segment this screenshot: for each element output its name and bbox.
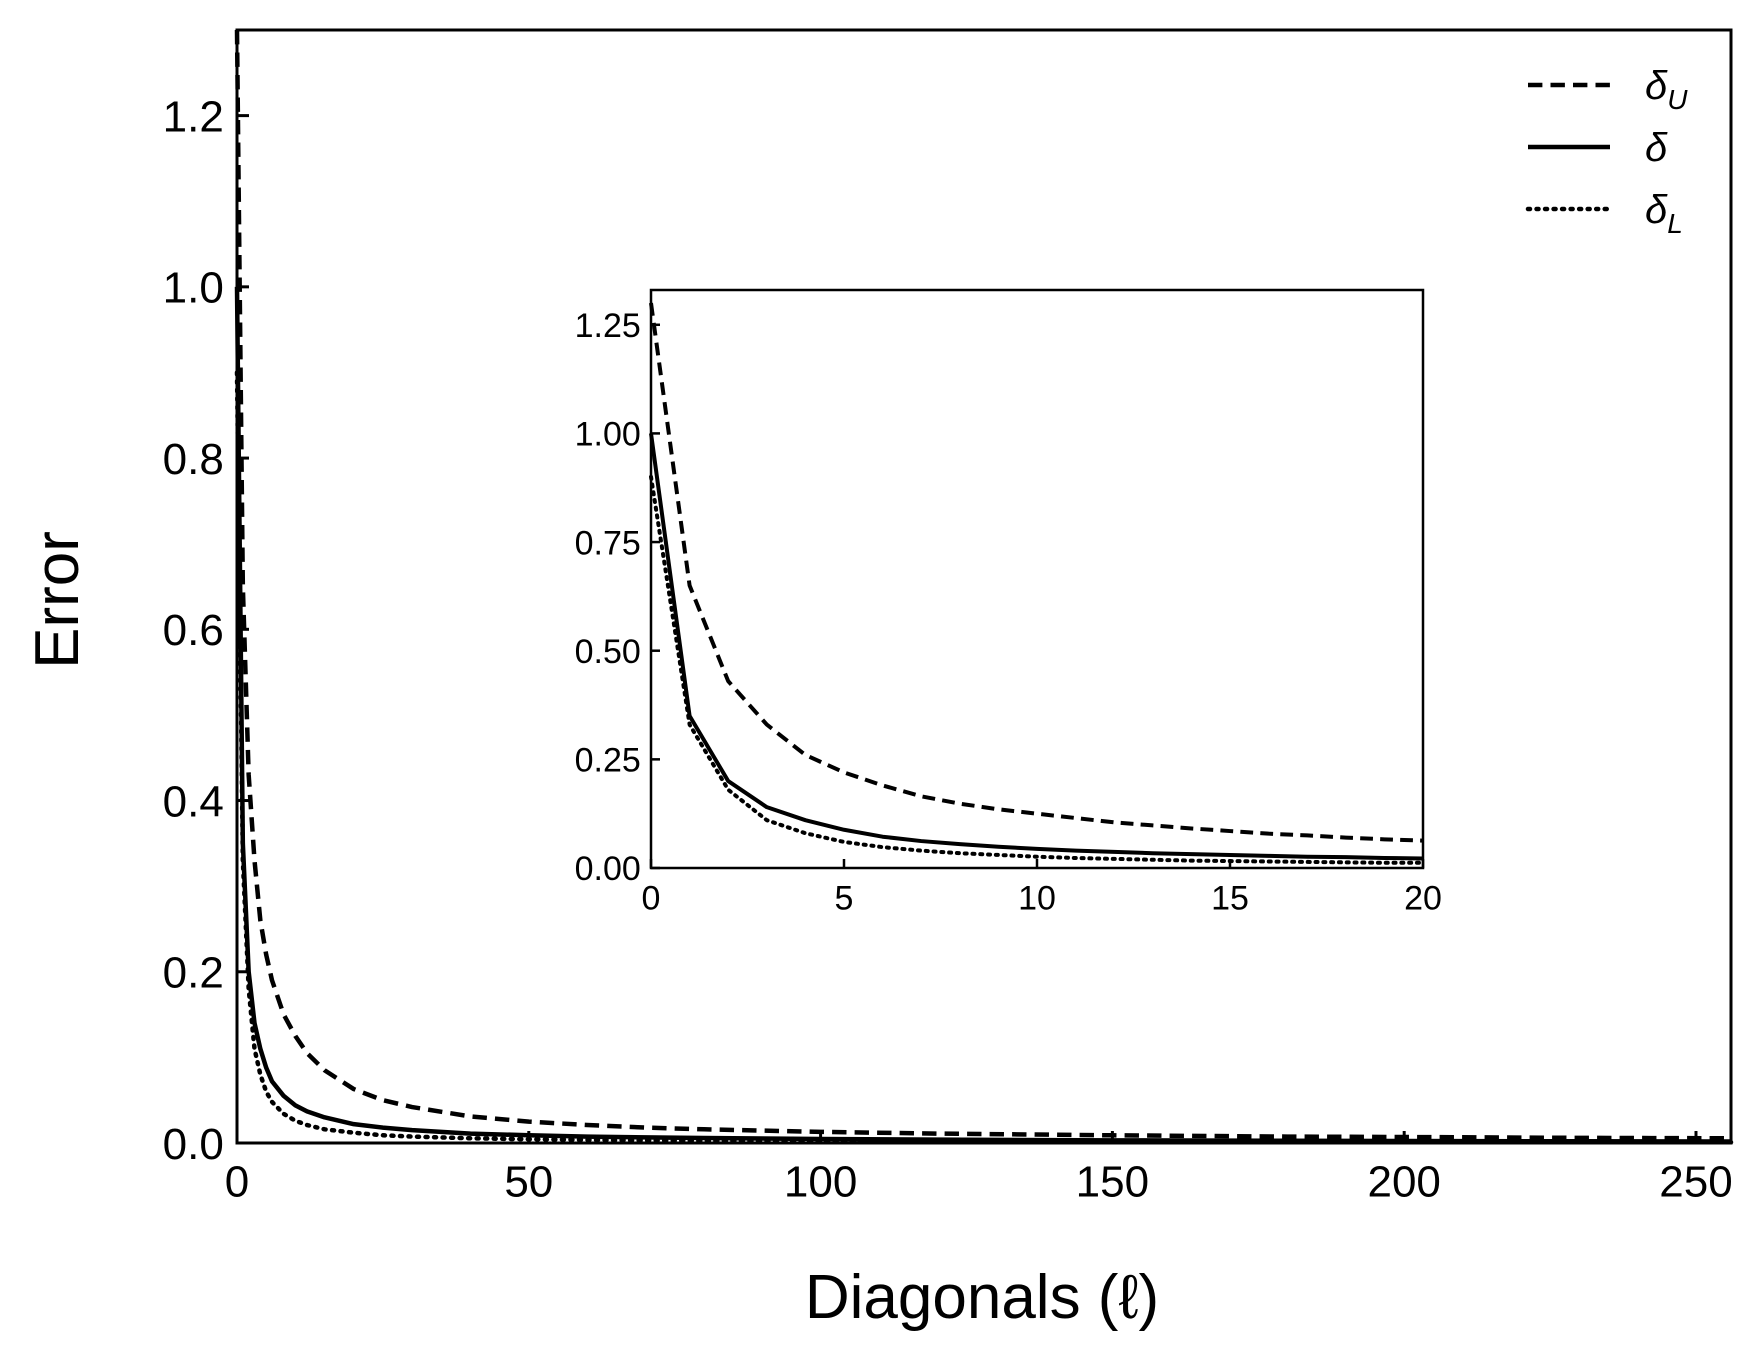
- x-tick-label: 20: [1404, 879, 1442, 917]
- legend-label-1: δ: [1645, 126, 1668, 170]
- y-tick-label: 1.25: [575, 307, 641, 345]
- series-line-1: [649, 433, 1424, 861]
- y-tick-label: 1.0: [163, 264, 224, 313]
- y-tick-label: 1.2: [163, 92, 224, 141]
- x-axis-label: Diagonals (ℓ): [805, 1263, 1159, 1332]
- legend: δU δ δL: [1525, 64, 1688, 239]
- series-line-0: [649, 302, 1424, 843]
- x-tick-label: 0: [225, 1158, 249, 1207]
- y-tick-label: 0.0: [163, 1120, 224, 1169]
- x-tick-label: 15: [1211, 879, 1249, 917]
- x-tick-label: 50: [504, 1158, 553, 1207]
- legend-label-2: δL: [1645, 188, 1683, 239]
- y-tick-label: 1.00: [575, 416, 641, 454]
- inset-plot: 0 5 10 15 20 0.00 0.25 0.50 0.75 1.00 1.25: [575, 288, 1442, 917]
- y-axis-label: Error: [23, 531, 92, 669]
- y-tick-label: 0.00: [575, 850, 641, 888]
- legend-label-0: δU: [1645, 64, 1688, 115]
- x-tick-label: 10: [1018, 879, 1056, 917]
- y-tick-label: 0.2: [163, 949, 224, 998]
- y-tick-label: 0.6: [163, 606, 224, 655]
- series-line-2: [649, 474, 1425, 865]
- x-tick-label: 150: [1076, 1158, 1149, 1207]
- y-tick-label: 0.50: [575, 633, 641, 671]
- y-tick-label: 0.25: [575, 742, 641, 780]
- x-tick-label: 5: [835, 879, 854, 917]
- y-tick-label: 0.75: [575, 524, 641, 562]
- plot-frame: [235, 28, 1733, 1145]
- y-tick-label: 0.4: [163, 777, 224, 826]
- series-line-0: [234, 29, 1732, 1141]
- x-tick-label: 200: [1367, 1158, 1440, 1207]
- x-tick-label: 0: [642, 879, 661, 917]
- y-tick-label: 0.8: [163, 435, 224, 484]
- x-tick-label: 100: [784, 1158, 857, 1207]
- x-tick-label: 250: [1659, 1158, 1732, 1207]
